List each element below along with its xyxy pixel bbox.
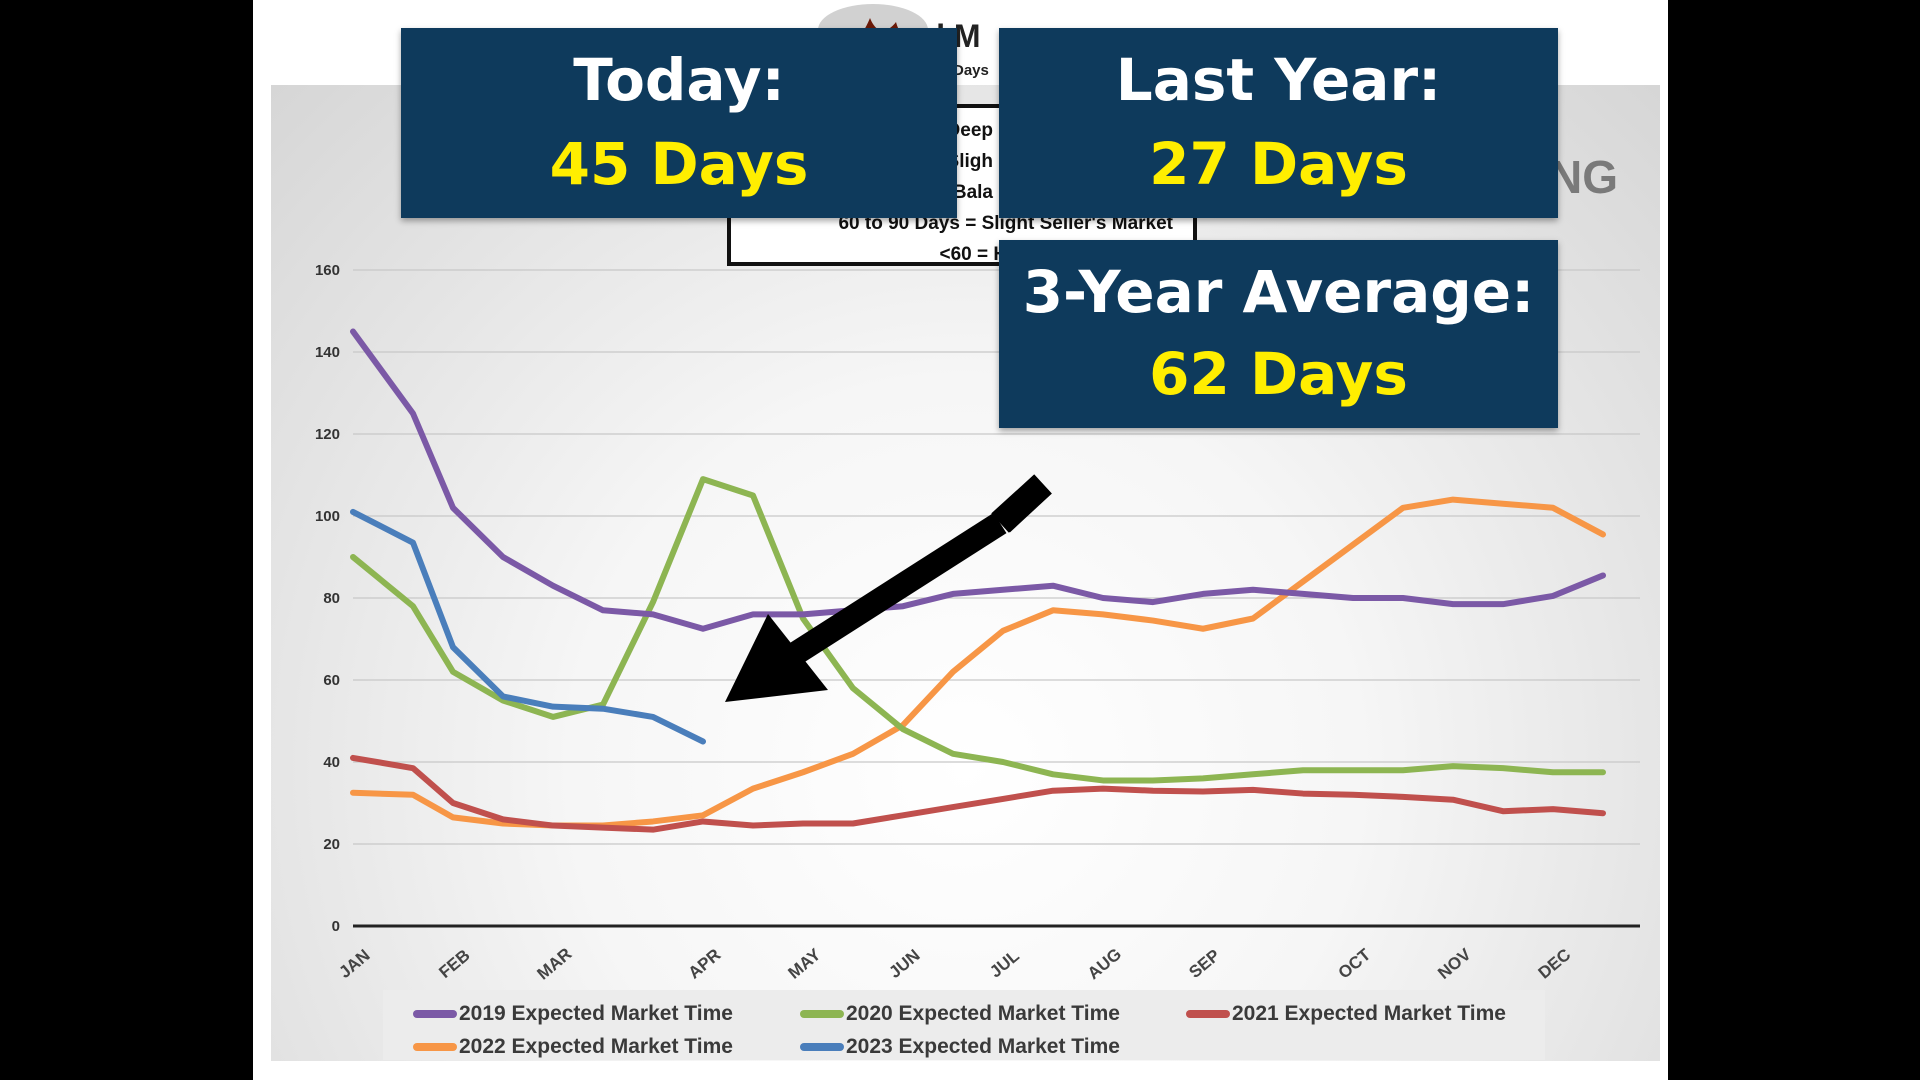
slide: d M Days NG Deep Sligh Bala 60 to 90 Day… [253,0,1668,1080]
legend-swatch-2019 [413,1010,457,1018]
chart-legend: 2019 Expected Market Time 2020 Expected … [383,990,1545,1060]
y-tick-label: 0 [332,918,340,935]
callout-today-value: 45 Days [549,130,809,198]
y-tick-label: 120 [315,426,340,443]
legend-label-2023: 2023 Expected Market Time [846,1035,1120,1058]
y-tick-label: 60 [323,672,340,689]
legend-item-2020: 2020 Expected Market Time [800,998,1120,1030]
key-line-1: Deep [946,120,993,141]
callout-last-year-value: 27 Days [1149,130,1408,198]
callout-three-year-average: 3-Year Average: 62 Days [999,240,1558,428]
legend-label-2022: 2022 Expected Market Time [459,1035,733,1058]
legend-item-2022: 2022 Expected Market Time [413,1031,733,1063]
legend-swatch-2022 [413,1043,457,1051]
key-line-4: 60 to 90 Days = Slight Seller's Market [838,213,1173,234]
callout-today: Today: 45 Days [401,28,957,218]
y-tick-label: 20 [323,836,340,853]
callout-today-label: Today: [573,46,785,114]
legend-label-2019: 2019 Expected Market Time [459,1002,733,1025]
key-line-3: Bala [952,182,993,203]
series-line-2021 [350,754,1606,833]
y-tick-label: 40 [323,754,340,771]
series-line-2019 [350,328,1606,632]
y-tick-label: 100 [315,508,340,525]
legend-item-2023: 2023 Expected Market Time [800,1031,1120,1063]
chart-subtitle: Days [953,62,989,79]
logo-fragment: NG [1549,151,1618,203]
y-tick-label: 80 [323,590,340,607]
series-line-2023 [350,508,706,745]
y-tick-label: 140 [315,344,340,361]
legend-item-2019: 2019 Expected Market Time [413,998,733,1030]
legend-label-2020: 2020 Expected Market Time [846,1002,1120,1025]
legend-item-2021: 2021 Expected Market Time [1186,998,1506,1030]
pointer-arrow-icon [725,474,1052,702]
legend-swatch-2021 [1186,1010,1230,1018]
series-line-2020 [350,476,1606,784]
key-line-2: Sligh [946,151,993,172]
legend-swatch-2020 [800,1010,844,1018]
y-tick-label: 160 [315,262,340,279]
callout-last-year-label: Last Year: [1115,46,1442,114]
callout-three-year-label: 3-Year Average: [1022,258,1535,326]
legend-label-2021: 2021 Expected Market Time [1232,1002,1506,1025]
callout-three-year-value: 62 Days [1149,340,1408,408]
legend-swatch-2023 [800,1043,844,1051]
callout-last-year: Last Year: 27 Days [999,28,1558,218]
